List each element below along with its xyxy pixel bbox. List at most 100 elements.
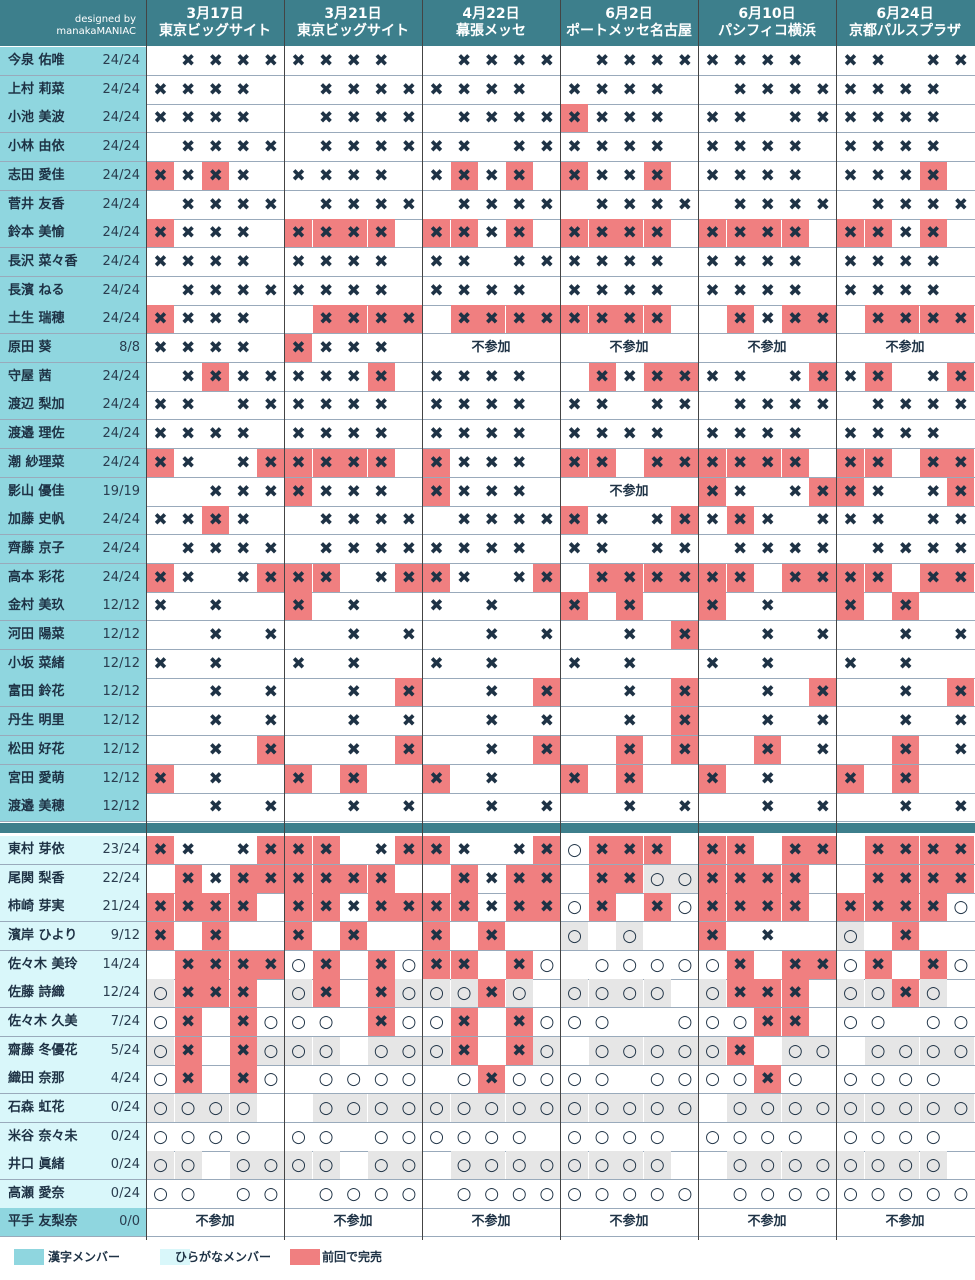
sold-out-cell: ✖	[567, 395, 582, 416]
sold-out-cell: ✖	[374, 108, 389, 129]
sold-out-cell: ✖	[512, 510, 527, 531]
sold-out-cell: ✖	[760, 280, 775, 301]
sold-out-cell: ✖	[539, 797, 555, 818]
available-cell: ○	[423, 1093, 450, 1122]
sold-prev-cell: ✖	[781, 1007, 809, 1036]
sold-prev-cell: ✖	[450, 950, 478, 979]
sold-prev-cell: ✖	[616, 764, 644, 793]
available-cell: ○	[423, 979, 450, 1008]
member-name: 上村 莉菜	[8, 81, 65, 97]
available-cell: ○	[367, 1151, 395, 1180]
absent-label: 不参加	[885, 340, 925, 355]
sold-out-cell: ✖	[677, 395, 693, 416]
sold-out-cell: ✖	[208, 538, 223, 559]
available-cell: ○	[843, 1011, 858, 1032]
sold-out-cell: ✖	[953, 625, 969, 645]
available-cell: ○	[643, 979, 671, 1008]
sold-out-cell: ✖	[456, 51, 472, 71]
section-divider	[698, 0, 699, 1240]
available-cell: ○	[925, 1069, 941, 1090]
sold-out-cell: ✖	[539, 625, 555, 645]
sold-out-cell: ✖	[594, 538, 610, 559]
sold-out-cell: ✖	[926, 366, 941, 387]
available-cell: ○	[809, 1093, 837, 1122]
sold-out-cell: ✖	[263, 194, 279, 215]
sold-prev-cell: ✖	[671, 678, 699, 707]
sold-prev-cell: ✖	[285, 592, 312, 621]
sold-out-cell: ✖	[898, 711, 913, 732]
sold-out-cell: ✖	[401, 797, 417, 818]
sold-out-cell: ✖	[208, 868, 223, 889]
available-cell: ○	[671, 1093, 699, 1122]
sold-prev-cell: ✖	[340, 921, 368, 950]
available-cell: ○	[291, 1126, 306, 1147]
available-cell: ○	[312, 1093, 340, 1122]
venue-date: 6月2日	[605, 6, 653, 22]
sold-out-cell: ✖	[208, 596, 223, 617]
sold-out-cell: ✖	[898, 251, 913, 272]
sold-out-cell: ✖	[788, 424, 803, 445]
available-cell: ○	[616, 1036, 644, 1065]
sold-out-cell: ✖	[429, 424, 444, 445]
available-cell: ○	[754, 1151, 782, 1180]
sold-prev-cell: ✖	[423, 219, 450, 248]
row-divider	[0, 247, 975, 249]
sold-out-cell: ✖	[898, 797, 913, 818]
sold-prev-cell: ✖	[505, 219, 533, 248]
sold-out-cell: ✖	[429, 137, 444, 158]
sold-prev-cell: ✖	[285, 477, 312, 506]
sold-out-cell: ✖	[263, 682, 279, 703]
sold-prev-cell: ✖	[726, 448, 754, 477]
available-cell: ○	[649, 1069, 665, 1090]
sold-prev-cell: ✖	[837, 448, 864, 477]
row-divider	[0, 649, 975, 650]
sold-out-cell: ✖	[484, 897, 499, 918]
member-count: 24/24	[102, 81, 140, 97]
sold-prev-cell: ✖	[837, 219, 864, 248]
member-label-bg	[0, 735, 146, 764]
sold-out-cell: ✖	[429, 596, 444, 617]
sold-prev-cell: ✖	[285, 334, 312, 362]
sold-out-cell: ✖	[346, 165, 361, 186]
sold-out-cell: ✖	[705, 424, 720, 445]
sold-out-cell: ✖	[760, 510, 775, 531]
sold-out-cell: ✖	[180, 51, 196, 71]
sold-prev-cell: ✖	[505, 950, 533, 979]
sold-out-cell: ✖	[732, 538, 748, 559]
sold-out-cell: ✖	[263, 395, 279, 416]
available-cell: ○	[505, 979, 533, 1008]
member-label-bg	[0, 621, 146, 649]
sold-out-cell: ✖	[650, 51, 665, 71]
sold-out-cell: ✖	[788, 137, 803, 158]
available-cell: ○	[450, 1151, 478, 1180]
sold-out-cell: ✖	[346, 395, 361, 416]
member-count: 24/24	[102, 540, 140, 556]
sold-out-cell: ✖	[898, 79, 913, 100]
sold-prev-cell: ✖	[147, 563, 174, 592]
sold-out-cell: ✖	[870, 395, 886, 416]
member-name: 織田 奈那	[8, 1071, 65, 1087]
sold-out-cell: ✖	[429, 538, 444, 559]
member-label-bg	[0, 1122, 146, 1151]
sold-prev-cell: ✖	[395, 678, 423, 707]
available-cell: ○	[588, 979, 616, 1008]
sold-out-cell: ✖	[815, 79, 831, 100]
sold-out-cell: ✖	[318, 108, 334, 129]
row-divider	[0, 921, 975, 923]
available-cell: ○	[533, 1036, 561, 1065]
sold-out-cell: ✖	[622, 625, 637, 645]
available-cell: ○	[257, 1036, 285, 1065]
available-cell: ○	[367, 1036, 395, 1065]
available-cell: ○	[594, 1011, 610, 1032]
sold-prev-cell: ✖	[726, 506, 754, 535]
member-label-bg	[0, 1007, 146, 1036]
sold-prev-cell: ✖	[312, 305, 340, 334]
sold-prev-cell: ✖	[754, 1007, 782, 1036]
sold-prev-cell: ✖	[892, 735, 920, 764]
available-cell: ○	[285, 1036, 312, 1065]
sold-prev-cell: ✖	[285, 864, 312, 893]
sold-prev-cell: ✖	[505, 893, 533, 922]
sold-out-cell: ✖	[843, 366, 858, 387]
sold-prev-cell: ✖	[919, 893, 947, 922]
sold-out-cell: ✖	[236, 251, 251, 272]
